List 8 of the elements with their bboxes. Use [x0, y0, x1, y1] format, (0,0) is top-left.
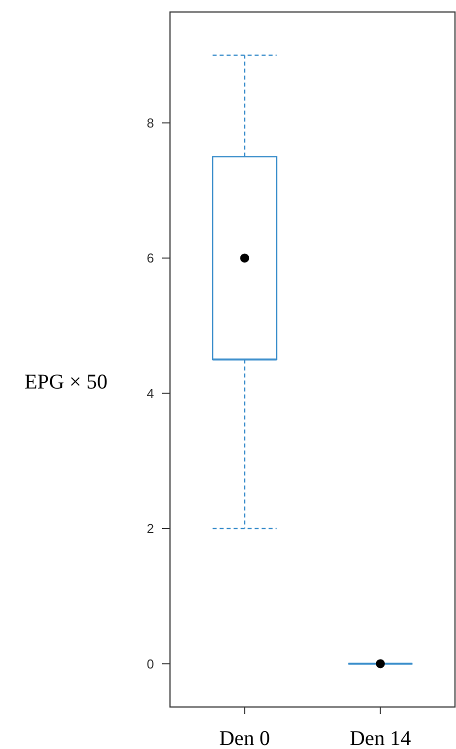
y-tick-label: 6	[146, 250, 154, 266]
y-axis-title: EPG × 50	[24, 370, 108, 394]
x-tick-label: Den 0	[219, 726, 270, 749]
y-tick-label: 8	[146, 115, 154, 130]
x-tick-label: Den 14	[350, 726, 412, 749]
y-tick-label: 0	[146, 656, 154, 672]
y-tick-label: 4	[146, 386, 154, 401]
y-tick-label: 2	[146, 521, 154, 536]
